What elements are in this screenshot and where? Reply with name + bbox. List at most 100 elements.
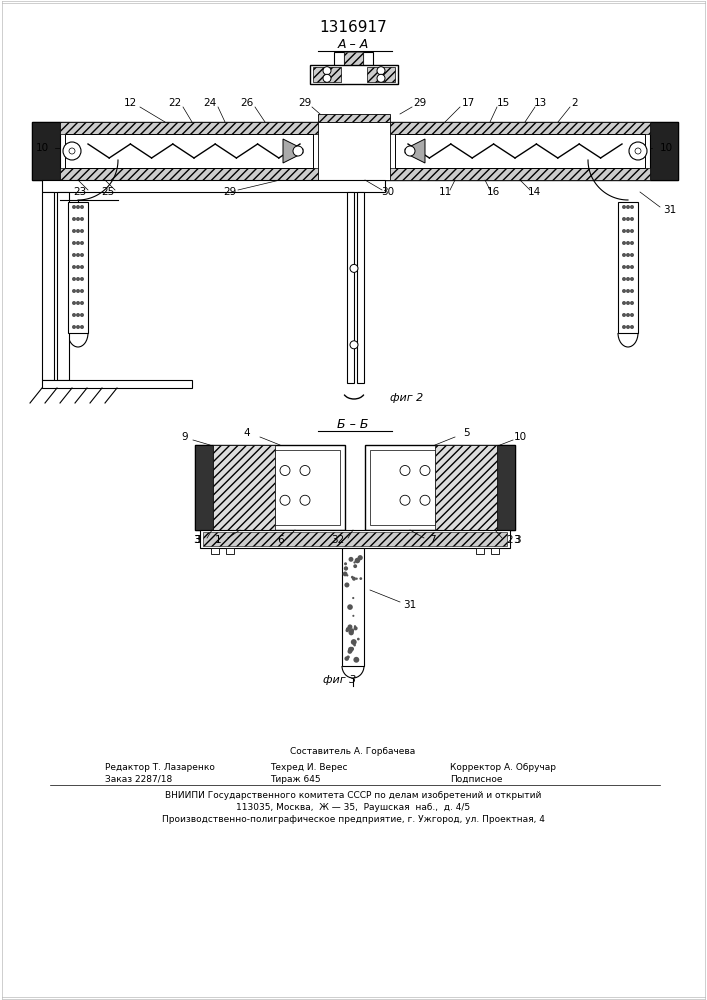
Circle shape bbox=[346, 629, 349, 632]
Circle shape bbox=[354, 644, 356, 646]
Circle shape bbox=[63, 142, 81, 160]
Circle shape bbox=[350, 647, 354, 651]
Circle shape bbox=[630, 217, 634, 221]
Text: Производственно-полиграфическое предприятие, г. Ужгород, ул. Проектная, 4: Производственно-полиграфическое предприя… bbox=[162, 814, 544, 824]
Circle shape bbox=[630, 277, 634, 281]
Circle shape bbox=[347, 604, 353, 610]
Circle shape bbox=[629, 142, 647, 160]
Circle shape bbox=[400, 466, 410, 476]
Circle shape bbox=[630, 301, 634, 305]
Text: 2: 2 bbox=[572, 98, 578, 108]
Circle shape bbox=[293, 146, 303, 156]
Text: А – А: А – А bbox=[337, 38, 368, 51]
Circle shape bbox=[420, 466, 430, 476]
Circle shape bbox=[80, 301, 84, 305]
Circle shape bbox=[622, 241, 626, 245]
Bar bbox=[334, 52, 344, 84]
Circle shape bbox=[346, 574, 349, 577]
Text: 1316917: 1316917 bbox=[319, 20, 387, 35]
Text: 12: 12 bbox=[124, 98, 136, 108]
Circle shape bbox=[357, 638, 360, 640]
Circle shape bbox=[72, 253, 76, 257]
Text: фиг 2: фиг 2 bbox=[390, 393, 423, 403]
Circle shape bbox=[344, 582, 349, 587]
Circle shape bbox=[626, 265, 630, 269]
Bar bbox=[42, 180, 385, 192]
Text: 13: 13 bbox=[533, 98, 547, 108]
Bar bbox=[344, 52, 363, 84]
Text: Тираж 645: Тираж 645 bbox=[270, 774, 321, 784]
Bar bbox=[357, 192, 364, 383]
Circle shape bbox=[630, 325, 634, 329]
Circle shape bbox=[76, 241, 80, 245]
Circle shape bbox=[622, 217, 626, 221]
Circle shape bbox=[80, 217, 84, 221]
Circle shape bbox=[80, 229, 84, 233]
Circle shape bbox=[80, 313, 84, 317]
Circle shape bbox=[626, 217, 630, 221]
Circle shape bbox=[80, 325, 84, 329]
Circle shape bbox=[69, 148, 75, 154]
Circle shape bbox=[626, 205, 630, 209]
Text: 31: 31 bbox=[663, 205, 677, 215]
Bar bbox=[203, 532, 507, 546]
Circle shape bbox=[349, 557, 354, 562]
Circle shape bbox=[80, 205, 84, 209]
Text: Корректор А. Обручар: Корректор А. Обручар bbox=[450, 762, 556, 772]
Text: 2: 2 bbox=[507, 535, 513, 545]
Circle shape bbox=[377, 67, 385, 75]
Circle shape bbox=[352, 615, 354, 617]
Circle shape bbox=[348, 624, 352, 629]
Circle shape bbox=[626, 325, 630, 329]
Circle shape bbox=[354, 657, 359, 663]
Circle shape bbox=[72, 217, 76, 221]
Circle shape bbox=[80, 265, 84, 269]
Bar bbox=[435, 445, 497, 530]
Circle shape bbox=[348, 647, 354, 652]
Text: 29: 29 bbox=[223, 187, 237, 197]
Circle shape bbox=[356, 578, 358, 580]
Circle shape bbox=[80, 253, 84, 257]
Circle shape bbox=[626, 277, 630, 281]
Circle shape bbox=[626, 229, 630, 233]
Text: 3: 3 bbox=[194, 535, 200, 545]
Text: 22: 22 bbox=[168, 98, 182, 108]
Circle shape bbox=[76, 289, 80, 293]
Circle shape bbox=[630, 253, 634, 257]
Circle shape bbox=[630, 205, 634, 209]
Text: 25: 25 bbox=[101, 187, 115, 197]
Bar bbox=[318, 114, 390, 122]
Bar bbox=[57, 192, 69, 380]
Text: 10: 10 bbox=[660, 143, 672, 153]
Text: 113035, Москва,  Ж — 35,  Раушская  наб.,  д. 4/5: 113035, Москва, Ж — 35, Раушская наб., д… bbox=[236, 802, 470, 812]
Circle shape bbox=[354, 625, 356, 627]
Circle shape bbox=[343, 572, 348, 576]
Text: 17: 17 bbox=[462, 98, 474, 108]
Circle shape bbox=[622, 313, 626, 317]
Circle shape bbox=[72, 313, 76, 317]
Text: 29: 29 bbox=[298, 98, 312, 108]
Bar bbox=[367, 67, 395, 82]
Circle shape bbox=[622, 289, 626, 293]
Polygon shape bbox=[405, 139, 425, 163]
Circle shape bbox=[622, 325, 626, 329]
Bar bbox=[42, 380, 192, 388]
Circle shape bbox=[635, 148, 641, 154]
Circle shape bbox=[351, 576, 354, 579]
Bar bbox=[491, 548, 499, 554]
Circle shape bbox=[300, 495, 310, 505]
Bar bbox=[275, 450, 340, 525]
Text: 29: 29 bbox=[414, 98, 426, 108]
Circle shape bbox=[72, 229, 76, 233]
Circle shape bbox=[76, 229, 80, 233]
Circle shape bbox=[72, 241, 76, 245]
Circle shape bbox=[300, 466, 310, 476]
Bar bbox=[32, 122, 60, 180]
Bar bbox=[395, 134, 645, 168]
Circle shape bbox=[626, 289, 630, 293]
Circle shape bbox=[354, 642, 356, 645]
Circle shape bbox=[622, 301, 626, 305]
Circle shape bbox=[72, 277, 76, 281]
Bar bbox=[310, 65, 398, 84]
Bar bbox=[60, 122, 650, 134]
